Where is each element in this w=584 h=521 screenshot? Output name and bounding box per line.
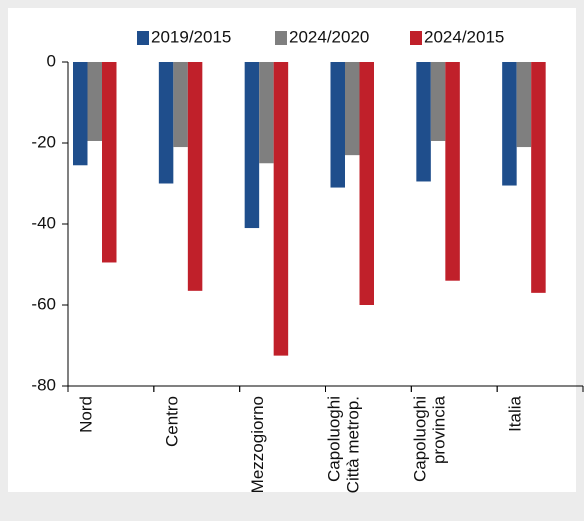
legend-label: 2019/2015 (151, 27, 231, 46)
bar (102, 62, 117, 263)
y-tick-label: -60 (31, 294, 56, 313)
x-tick-label: Nord (77, 396, 96, 433)
bar (259, 62, 274, 164)
bar (430, 62, 446, 141)
x-tick-label: Italia (506, 395, 525, 431)
bar (73, 62, 88, 166)
legend-label: 2024/2020 (289, 27, 369, 46)
bar (345, 62, 360, 156)
legend-swatch (410, 31, 422, 45)
bar (531, 62, 546, 293)
legend-label: 2024/2015 (424, 27, 504, 46)
x-tick-label: Mezzogiorno (249, 396, 268, 493)
bar (187, 62, 203, 291)
bar (173, 62, 188, 148)
legend-swatch (275, 31, 287, 45)
y-tick-label: -20 (31, 132, 56, 151)
x-tick-label: CapoluoghiCittà metrop. (325, 396, 363, 493)
bar (359, 62, 374, 305)
y-tick-label: 0 (47, 51, 56, 70)
bar (330, 62, 345, 188)
y-tick-label: -80 (31, 375, 56, 394)
bar (87, 62, 102, 141)
bar (244, 62, 260, 229)
x-tick-label: Centro (163, 396, 182, 447)
bar (445, 62, 460, 281)
x-tick-label: Capoluoghiprovincia (411, 395, 449, 482)
bar (273, 62, 289, 356)
legend-swatch (137, 31, 149, 45)
y-tick-label: -40 (31, 213, 56, 232)
bar (516, 62, 532, 148)
bar (416, 62, 431, 182)
bar (502, 62, 517, 186)
bar (158, 62, 174, 184)
